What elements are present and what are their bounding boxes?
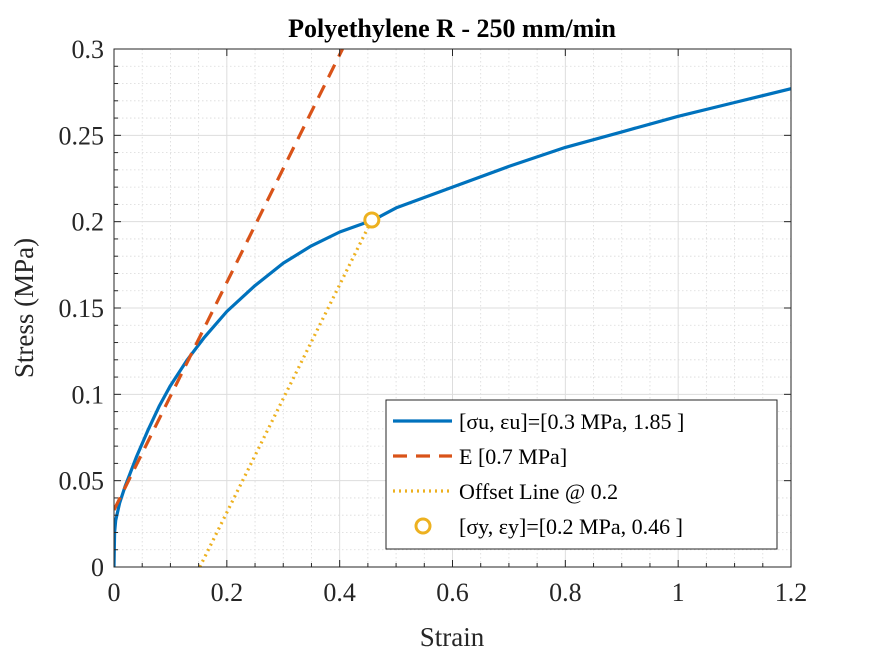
legend-entry: [σy, εy]=[0.2 MPa, 0.46 ]	[414, 514, 683, 539]
y-tick-label: 0.05	[59, 467, 105, 496]
legend: [σu, εu]=[0.3 MPa, 1.85 ] E [0.7 MPa] Offs…	[385, 399, 778, 550]
chart-title: Polyethylene R - 250 mm/min	[288, 14, 616, 43]
legend-label: [σu, εu]=[0.3 MPa, 1.85 ]	[459, 409, 684, 434]
legend-label: Offset Line @ 0.2	[459, 479, 618, 504]
x-tick-label: 0.2	[211, 578, 244, 607]
y-tick-label: 0.3	[72, 35, 105, 64]
legend-box	[385, 399, 778, 550]
legend-label: [σy, εy]=[0.2 MPa, 0.46 ]	[459, 514, 683, 539]
x-axis-label: Strain	[420, 622, 485, 652]
x-tick-label: 0	[108, 578, 121, 607]
x-tick-label: 0.8	[549, 578, 582, 607]
x-tick-label: 1.2	[775, 578, 808, 607]
legend-marker	[414, 517, 432, 535]
series-layer	[114, 49, 791, 567]
series-line-2	[114, 49, 344, 511]
legend-label: E [0.7 MPa]	[459, 444, 567, 469]
y-tick-label: 0.2	[72, 208, 105, 237]
y-tick-label: 0.1	[72, 380, 105, 409]
legend-entry: Offset Line @ 0.2	[393, 479, 618, 504]
y-tick-label: 0	[91, 553, 104, 582]
y-tick-label: 0.25	[59, 121, 105, 150]
legend-entry: E [0.7 MPa]	[393, 444, 567, 469]
x-tick-label: 0.4	[323, 578, 356, 607]
x-tick-label: 0.6	[436, 578, 469, 607]
series-line-3	[198, 219, 374, 567]
y-axis-label: Stress (MPa)	[9, 238, 39, 378]
legend-entry: [σu, εu]=[0.3 MPa, 1.85 ]	[393, 409, 684, 434]
y-tick-label: 0.15	[59, 294, 105, 323]
x-tick-label: 1	[672, 578, 685, 607]
yield-point-marker	[363, 211, 381, 229]
axes-layer: 0 0.2 0.4 0.6 0.8 1 1.2 0 0.05 0.1 0.15 0.2 0.25 0.3	[59, 35, 808, 607]
